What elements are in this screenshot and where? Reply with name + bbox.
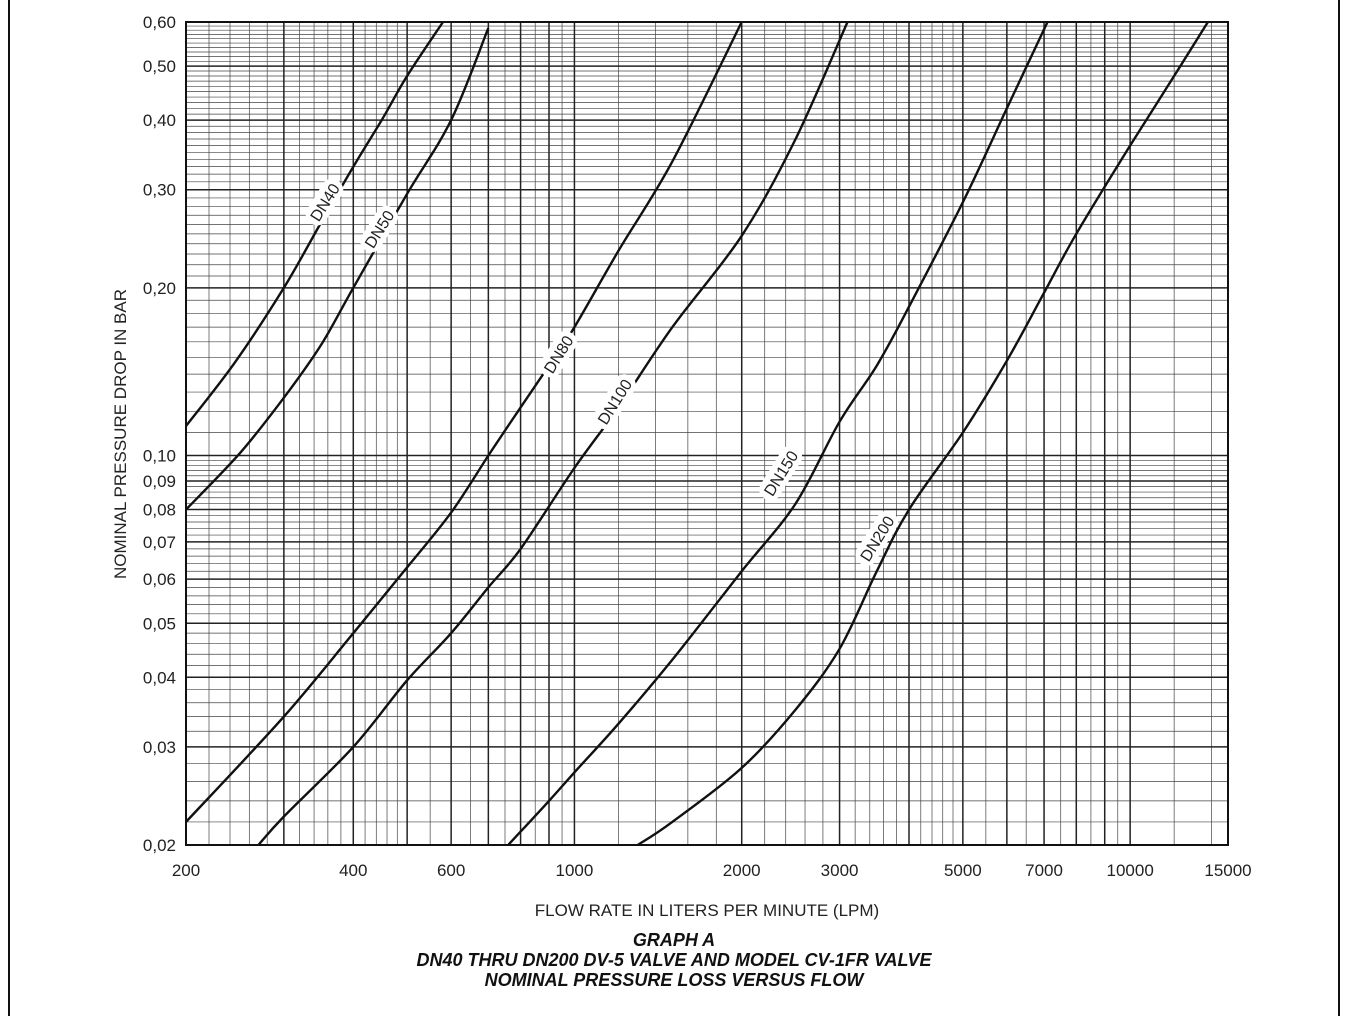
x-tick-label: 7000 [1025, 861, 1063, 880]
x-tick-label: 2000 [723, 861, 761, 880]
curve-dn200 [637, 21, 1209, 847]
y-axis-title: NOMINAL PRESSURE DROP IN BAR [111, 289, 130, 579]
x-tick-label: 3000 [821, 861, 859, 880]
y-tick-label: 0,07 [143, 533, 176, 552]
curve-label-bg [305, 178, 344, 226]
chart-frame [8, 0, 1340, 1016]
x-tick-label: 400 [339, 861, 367, 880]
x-tick-label: 600 [437, 861, 465, 880]
x-tick-label: 1000 [556, 861, 594, 880]
x-tick-label: 10000 [1107, 861, 1154, 880]
curve-label-bg [592, 374, 636, 430]
y-tick-label: 0,10 [143, 447, 176, 466]
curve-dn50 [185, 27, 490, 511]
y-tick-label: 0,60 [143, 13, 176, 32]
y-tick-label: 0,09 [143, 472, 176, 491]
y-tick-label: 0,20 [143, 279, 176, 298]
y-tick-label: 0,30 [143, 181, 176, 200]
caption-line-2: DN40 THRU DN200 DV-5 VALVE AND MODEL CV-… [416, 950, 932, 970]
y-tick-label: 0,40 [143, 111, 176, 130]
x-axis-title: FLOW RATE IN LITERS PER MINUTE (LPM) [535, 901, 879, 920]
y-tick-label: 0,05 [143, 614, 176, 633]
y-tick-label: 0,50 [143, 57, 176, 76]
y-tick-labels: 0,02 0,03 0,04 0,05 0,06 0,07 0,08 0,09 0,10 0,20… [143, 13, 176, 855]
curve-dn80 [185, 21, 743, 823]
y-tick-label: 0,06 [143, 570, 176, 589]
curves [185, 21, 1209, 847]
y-tick-label: 0,02 [143, 836, 176, 855]
chart-caption: GRAPH A DN40 THRU DN200 DV-5 VALVE AND M… [0, 930, 1348, 990]
caption-line-3: NOMINAL PRESSURE LOSS VERSUS FLOW [484, 970, 864, 990]
y-tick-label: 0,08 [143, 501, 176, 520]
x-tick-labels: 200 400 600 1000 2000 3000 5000 7000 10000 15000 [172, 861, 1252, 880]
curve-label-bg [759, 445, 803, 501]
x-tick-label: 5000 [944, 861, 982, 880]
y-tick-label: 0,03 [143, 738, 176, 757]
curve-dn100 [257, 21, 849, 846]
curve-label-bg [855, 510, 899, 566]
minor-grid [186, 22, 1228, 845]
curve-label-bg [539, 330, 577, 378]
plot-border [185, 21, 1229, 846]
curve-label-bg [360, 205, 398, 253]
curve-dn150 [507, 21, 1049, 846]
x-tick-label: 15000 [1204, 861, 1251, 880]
x-tick-label: 200 [172, 861, 200, 880]
caption-line-1: GRAPH A [632, 930, 716, 950]
y-tick-label: 0,04 [143, 668, 176, 687]
